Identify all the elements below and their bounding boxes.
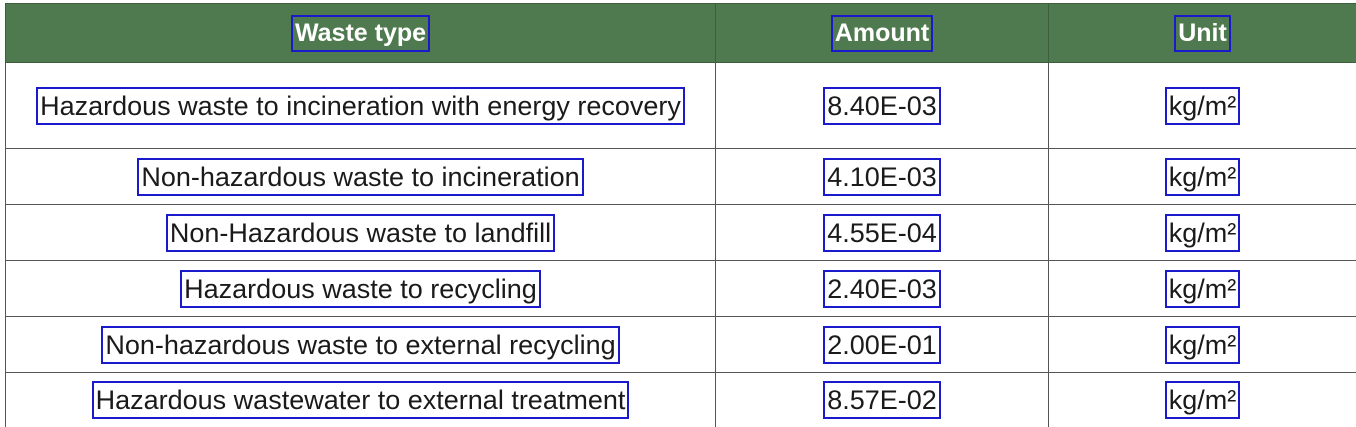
cell-amount: 8.57E-02: [716, 373, 1049, 427]
cell-unit: kg/m²: [1049, 63, 1356, 149]
waste-type-text: Non-Hazardous waste to landfill: [170, 218, 551, 248]
header-amount-label: Amount: [835, 19, 929, 48]
cell-waste-type: Non-hazardous waste to incineration: [6, 149, 716, 205]
header-unit: Unit: [1049, 4, 1356, 63]
cell-waste-type: Hazardous waste to recycling: [6, 261, 716, 317]
waste-table-container: Waste type Amount Unit Hazardous waste t…: [5, 3, 1356, 426]
table-header: Waste type Amount Unit: [6, 4, 1356, 63]
cell-waste-type: Hazardous wastewater to external treatme…: [6, 373, 716, 427]
header-amount: Amount: [716, 4, 1049, 63]
cell-amount: 4.55E-04: [716, 205, 1049, 261]
amount-text: 8.40E-03: [827, 91, 937, 121]
table-row: Hazardous waste to incineration with ene…: [6, 63, 1356, 149]
header-waste-type: Waste type: [6, 4, 716, 63]
waste-type-text: Hazardous wastewater to external treatme…: [96, 385, 626, 415]
table-row: Hazardous wastewater to external treatme…: [6, 373, 1356, 427]
cell-unit: kg/m²: [1049, 261, 1356, 317]
amount-text: 8.57E-02: [827, 385, 937, 415]
waste-table: Waste type Amount Unit Hazardous waste t…: [5, 3, 1356, 427]
cell-amount: 2.00E-01: [716, 317, 1049, 373]
unit-text: kg/m²: [1169, 385, 1237, 415]
cell-unit: kg/m²: [1049, 149, 1356, 205]
amount-text: 4.55E-04: [827, 218, 937, 248]
cell-unit: kg/m²: [1049, 373, 1356, 427]
cell-amount: 2.40E-03: [716, 261, 1049, 317]
cell-waste-type: Non-hazardous waste to external recyclin…: [6, 317, 716, 373]
table-row: Hazardous waste to recycling 2.40E-03 kg…: [6, 261, 1356, 317]
header-row: Waste type Amount Unit: [6, 4, 1356, 63]
unit-text: kg/m²: [1169, 218, 1237, 248]
amount-text: 2.40E-03: [827, 274, 937, 304]
cell-amount: 8.40E-03: [716, 63, 1049, 149]
cell-waste-type: Hazardous waste to incineration with ene…: [6, 63, 716, 149]
waste-type-text: Non-hazardous waste to external recyclin…: [105, 330, 615, 360]
cell-waste-type: Non-Hazardous waste to landfill: [6, 205, 716, 261]
unit-text: kg/m²: [1169, 330, 1237, 360]
waste-type-text: Non-hazardous waste to incineration: [141, 162, 579, 192]
waste-type-text: Hazardous waste to recycling: [184, 274, 537, 304]
unit-text: kg/m²: [1169, 91, 1237, 121]
header-unit-label: Unit: [1178, 19, 1227, 48]
cell-unit: kg/m²: [1049, 317, 1356, 373]
amount-text: 4.10E-03: [827, 162, 937, 192]
waste-type-text: Hazardous waste to incineration with ene…: [40, 91, 681, 121]
header-waste-type-label: Waste type: [295, 19, 426, 48]
unit-text: kg/m²: [1169, 162, 1237, 192]
table-row: Non-hazardous waste to incineration 4.10…: [6, 149, 1356, 205]
cell-amount: 4.10E-03: [716, 149, 1049, 205]
table-body: Hazardous waste to incineration with ene…: [6, 63, 1356, 427]
cell-unit: kg/m²: [1049, 205, 1356, 261]
amount-text: 2.00E-01: [827, 330, 937, 360]
table-row: Non-hazardous waste to external recyclin…: [6, 317, 1356, 373]
unit-text: kg/m²: [1169, 274, 1237, 304]
table-row: Non-Hazardous waste to landfill 4.55E-04…: [6, 205, 1356, 261]
